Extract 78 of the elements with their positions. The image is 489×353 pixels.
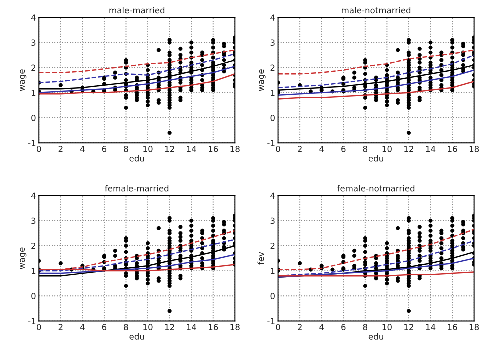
x-tick-label: 2: [298, 324, 302, 330]
x-tick-label: 8: [124, 146, 128, 152]
y-tick-label: 3: [32, 40, 36, 46]
y-tick-label: 3: [270, 40, 275, 46]
y-tick-label: 3: [32, 218, 36, 224]
x-tick-label: 4: [80, 324, 85, 330]
x-tick-label: 0: [37, 324, 42, 330]
x-tick-label: 0: [276, 146, 280, 152]
y-tick-label: 0: [32, 293, 36, 300]
line-series: [39, 73, 236, 95]
x-axis-title: edu: [368, 155, 384, 162]
x-axis-title: edu: [130, 155, 144, 162]
y-tick-label: 2: [270, 64, 275, 71]
x-axis-title: edu: [368, 333, 384, 340]
x-tick-label: 16: [448, 146, 458, 152]
x-tick-label: 0: [276, 324, 280, 330]
y-tick-label: -1: [268, 318, 275, 324]
x-tick-label: 12: [404, 146, 414, 152]
x-tick-label: 12: [404, 324, 414, 330]
x-tick-label: 14: [426, 146, 436, 152]
x-tick-label: 0: [37, 146, 42, 152]
y-tick-label: 4: [31, 14, 36, 21]
x-tick-label: 18: [230, 146, 240, 152]
x-tick-label: 16: [448, 324, 458, 330]
y-tick-label: -1: [268, 140, 275, 146]
y-tick-label: 0: [32, 114, 36, 122]
y-tick-label: 1: [271, 90, 275, 96]
y-tick-label: 2: [32, 242, 36, 250]
y-axis-title: wage: [259, 70, 266, 92]
x-tick-label: 14: [426, 324, 436, 330]
x-tick-label: 14: [187, 324, 196, 330]
y-tick-label: 0: [270, 293, 275, 300]
x-tick-label: 8: [363, 146, 368, 152]
x-axis-title: edu: [130, 333, 144, 340]
y-tick-label: 1: [271, 268, 275, 274]
y-tick-label: -1: [28, 318, 36, 324]
y-tick-label: 2: [32, 64, 36, 71]
x-tick-label: 6: [342, 146, 346, 152]
x-tick-label: 18: [470, 324, 480, 330]
y-axis-title: wage: [20, 248, 27, 270]
y-tick-label: -1: [28, 140, 36, 146]
x-tick-label: 6: [102, 324, 107, 330]
y-tick-label: 2: [270, 242, 275, 250]
y-axis-title: wage: [20, 70, 27, 92]
y-tick-label: 0: [270, 114, 275, 122]
x-tick-label: 4: [320, 146, 324, 152]
x-tick-label: 10: [144, 146, 153, 152]
x-tick-label: 12: [165, 146, 174, 152]
x-tick-label: 6: [102, 146, 107, 152]
y-tick-label: 4: [270, 14, 276, 21]
chart-title: male-notmarried: [342, 7, 411, 14]
x-tick-label: 10: [382, 146, 392, 152]
x-tick-label: 4: [320, 324, 324, 330]
x-tick-label: 8: [124, 324, 128, 330]
y-tick-label: 1: [32, 268, 36, 274]
x-tick-label: 2: [58, 146, 63, 152]
y-tick-label: 1: [32, 90, 36, 96]
chart-title: female-notmarried: [337, 185, 415, 192]
x-tick-label: 10: [144, 324, 153, 330]
chart-title: male-married: [110, 7, 165, 14]
x-tick-label: 4: [80, 146, 85, 152]
x-tick-label: 10: [382, 324, 392, 330]
chart-title: female-married: [105, 185, 169, 192]
x-tick-label: 18: [230, 324, 240, 330]
x-tick-label: 18: [470, 146, 480, 152]
x-tick-label: 12: [165, 324, 174, 330]
y-axis-title: fev: [258, 252, 264, 265]
x-tick-label: 14: [187, 146, 196, 152]
x-tick-label: 2: [58, 324, 63, 330]
x-tick-label: 6: [342, 324, 346, 330]
y-tick-label: 4: [31, 192, 36, 199]
x-tick-label: 16: [208, 324, 218, 330]
y-tick-label: 4: [270, 192, 276, 199]
x-tick-label: 8: [363, 324, 368, 330]
x-tick-label: 16: [208, 146, 218, 152]
x-tick-label: 2: [298, 146, 302, 152]
line-series: [278, 54, 474, 89]
y-tick-label: 3: [270, 218, 275, 224]
